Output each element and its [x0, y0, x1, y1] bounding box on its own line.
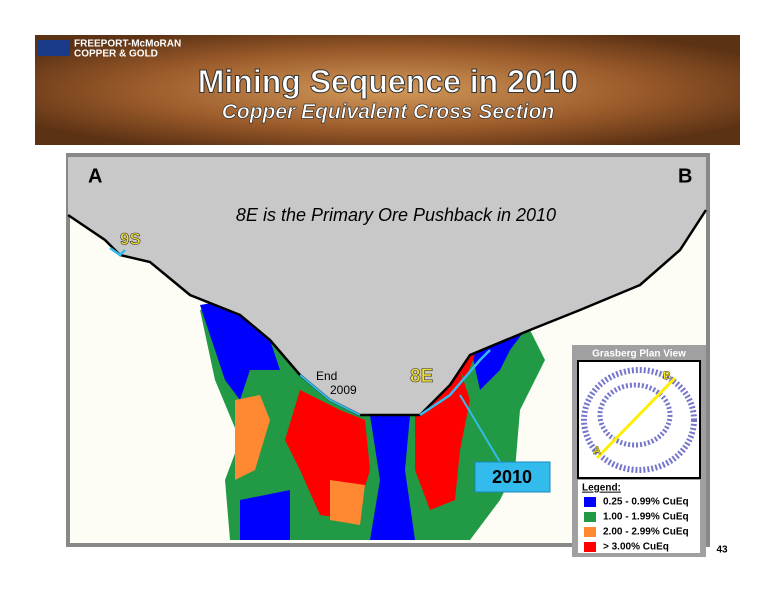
- point-label: A: [88, 165, 102, 187]
- page-number: 43: [716, 545, 728, 556]
- company-name: FREEPORT-McMoRAN: [74, 39, 181, 50]
- legend-swatch: [584, 497, 596, 507]
- point-label: B: [678, 165, 692, 187]
- subtitle: Copper Equivalent Cross Section: [222, 101, 555, 124]
- pit-contours: [581, 367, 697, 473]
- callout-box: [474, 461, 551, 493]
- end-label: End: [316, 369, 337, 383]
- section-line: [595, 376, 677, 460]
- ore-zone: [200, 300, 280, 400]
- zone-label: 8E: [410, 366, 433, 387]
- header-banner: [35, 35, 740, 145]
- pushback-line: [419, 349, 491, 417]
- ore-zone: [240, 490, 290, 540]
- legend-swatch: [584, 512, 596, 522]
- inset-title: Grasberg Plan View: [592, 349, 686, 360]
- pit-area: [68, 157, 706, 415]
- zone-label: 9S: [120, 229, 141, 248]
- inset: Grasberg Plan View A B Legend: 0.25 - 0.…: [572, 345, 706, 557]
- end-label: 2009: [330, 383, 357, 397]
- ore-zone: [330, 480, 365, 525]
- callout-label: 2010: [492, 467, 532, 487]
- point-label: A: [593, 445, 601, 457]
- logo-mark: [38, 40, 70, 56]
- legend-swatch: [584, 542, 596, 552]
- legend-items: 0.25 - 0.99% CuEq 1.00 - 1.99% CuEq 2.00 -…: [584, 497, 689, 553]
- caption: 8E is the Primary Ore Pushback in 2010: [236, 205, 556, 225]
- pit-contours: [597, 382, 673, 448]
- legend-box: [578, 480, 700, 553]
- plan-view: [577, 360, 701, 479]
- ore-zone: [370, 415, 415, 540]
- legend-label: > 3.00% CuEq: [603, 542, 669, 553]
- point-label: B: [663, 370, 671, 382]
- legend-swatch: [584, 527, 596, 537]
- pushback-line: [109, 246, 126, 257]
- legend-label: 2.00 - 2.99% CuEq: [603, 527, 689, 538]
- end-2009-line: [299, 374, 361, 416]
- company-name: COPPER & GOLD: [74, 49, 158, 60]
- legend-label: 0.25 - 0.99% CuEq: [603, 497, 689, 508]
- callout-line: [459, 394, 501, 463]
- legend-title: Legend:: [582, 483, 621, 494]
- title: Mining Sequence in 2010: [198, 63, 579, 99]
- ore-zone: [235, 395, 270, 480]
- legend-label: 1.00 - 1.99% CuEq: [603, 512, 689, 523]
